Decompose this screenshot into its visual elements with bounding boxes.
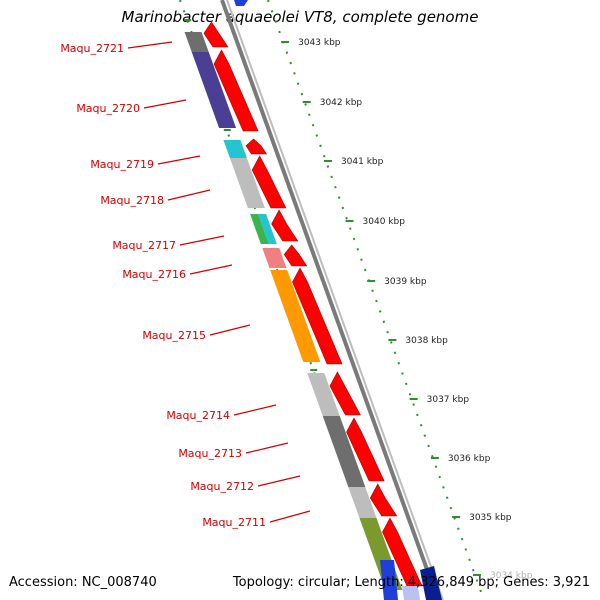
forward-gene-arrow: [251, 155, 287, 209]
kbp-tick-label: 3038 kbp: [405, 336, 448, 346]
forward-gene-arrow: [283, 244, 308, 267]
forward-gene-arrow: [245, 138, 267, 155]
gene-leader-line: [179, 235, 225, 246]
kbp-tick-label: 3039 kbp: [384, 277, 427, 287]
kbp-tick-label: 3041 kbp: [341, 157, 384, 167]
genome-backbone: [220, 0, 444, 600]
gene-block: [262, 248, 287, 268]
kbp-tick-label: 3037 kbp: [427, 395, 470, 405]
gene-leader-line: [167, 189, 211, 201]
gene-block: [250, 214, 269, 244]
gene-label: Maqu_2721: [60, 42, 124, 55]
gene-fragment: [402, 586, 420, 600]
gene-leader-line: [209, 324, 251, 336]
gene-leader-line: [233, 404, 277, 416]
gene-leader-line: [157, 155, 201, 165]
backbone-line-light: [226, 0, 444, 600]
gene-layer: [184, 0, 442, 600]
gene-fragment: [234, 0, 248, 6]
gene-block: [307, 373, 340, 416]
map-title: Marinobacter aquaeolei VT8, complete gen…: [121, 8, 479, 26]
label-layer: Maqu_2721 Maqu_2720 Maqu_2719 Maqu_2718 Maqu…: [60, 41, 311, 529]
gene-label: Maqu_2720: [76, 102, 140, 115]
gene-block: [229, 158, 265, 208]
backbone-line: [220, 0, 440, 600]
forward-gene-arrow: [382, 517, 423, 587]
gene-leader-line: [189, 264, 233, 275]
kbp-tick-label: 3035 kbp: [469, 513, 512, 523]
gene-label: Maqu_2717: [112, 239, 176, 252]
gene-block: [223, 140, 247, 158]
gene-label: Maqu_2716: [122, 268, 186, 281]
gene-block: [258, 214, 277, 244]
forward-gene-arrow: [292, 267, 343, 365]
gene-block: [191, 52, 237, 128]
gene-leader-line: [257, 475, 301, 487]
kbp-tick-label: 3036 kbp: [448, 454, 491, 464]
kbp-tick-label: 3040 kbp: [363, 217, 406, 227]
gene-block: [270, 270, 321, 362]
gene-label: Maqu_2713: [178, 447, 242, 460]
gene-leader-line: [269, 510, 311, 523]
gene-label: Maqu_2711: [202, 516, 266, 529]
forward-gene-arrow: [346, 417, 385, 482]
forward-gene-arrow: [329, 371, 361, 416]
forward-gene-arrow: [213, 49, 259, 132]
gene-block: [184, 32, 209, 52]
forward-gene-arrow: [271, 209, 299, 242]
accession-text: Accession: NC_008740: [9, 575, 157, 590]
gene-label: Maqu_2714: [166, 409, 230, 422]
kbp-tick-label: 3043 kbp: [298, 38, 341, 48]
gene-leader-line: [143, 99, 187, 109]
gene-block: [322, 416, 366, 487]
gene-leader-line: [127, 41, 173, 49]
gene-label: Maqu_2718: [100, 194, 164, 207]
gene-leader-line: [245, 442, 289, 454]
gene-label: Maqu_2715: [142, 329, 206, 342]
gene-fragment: [420, 566, 442, 600]
gene-block: [348, 487, 377, 518]
kbp-tick-label: 3042 kbp: [320, 98, 363, 108]
gene-fragment: [380, 560, 398, 600]
kbp-tick-label: 3034 kbp: [490, 571, 533, 581]
gene-label: Maqu_2719: [90, 158, 154, 171]
gene-label: Maqu_2712: [190, 480, 254, 493]
forward-gene-arrow: [369, 483, 398, 517]
forward-gene-arrow: [203, 21, 229, 48]
genome-stats-text: Topology: circular; Length: 4,326,849 bp…: [232, 575, 590, 590]
